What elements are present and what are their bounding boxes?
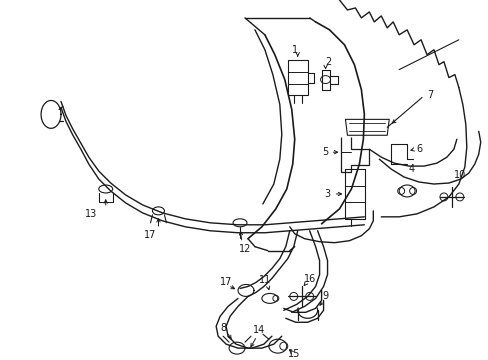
Text: 1: 1 xyxy=(291,45,297,55)
Text: 7: 7 xyxy=(426,90,432,100)
Text: 5: 5 xyxy=(322,147,328,157)
Text: 2: 2 xyxy=(325,57,331,67)
Text: 10: 10 xyxy=(453,170,465,180)
Text: 11: 11 xyxy=(258,275,270,285)
Text: 14: 14 xyxy=(252,325,264,335)
Text: 9: 9 xyxy=(322,291,328,301)
Text: 3: 3 xyxy=(324,189,330,199)
Bar xyxy=(287,60,307,95)
Text: 4: 4 xyxy=(408,164,414,174)
Text: 6: 6 xyxy=(415,144,421,154)
Text: 15: 15 xyxy=(287,349,299,359)
Text: 12: 12 xyxy=(238,244,251,254)
Text: 16: 16 xyxy=(303,274,315,284)
Text: 8: 8 xyxy=(220,323,226,333)
Text: 17: 17 xyxy=(220,278,232,288)
Text: 13: 13 xyxy=(84,209,97,219)
Text: 17: 17 xyxy=(144,230,156,240)
